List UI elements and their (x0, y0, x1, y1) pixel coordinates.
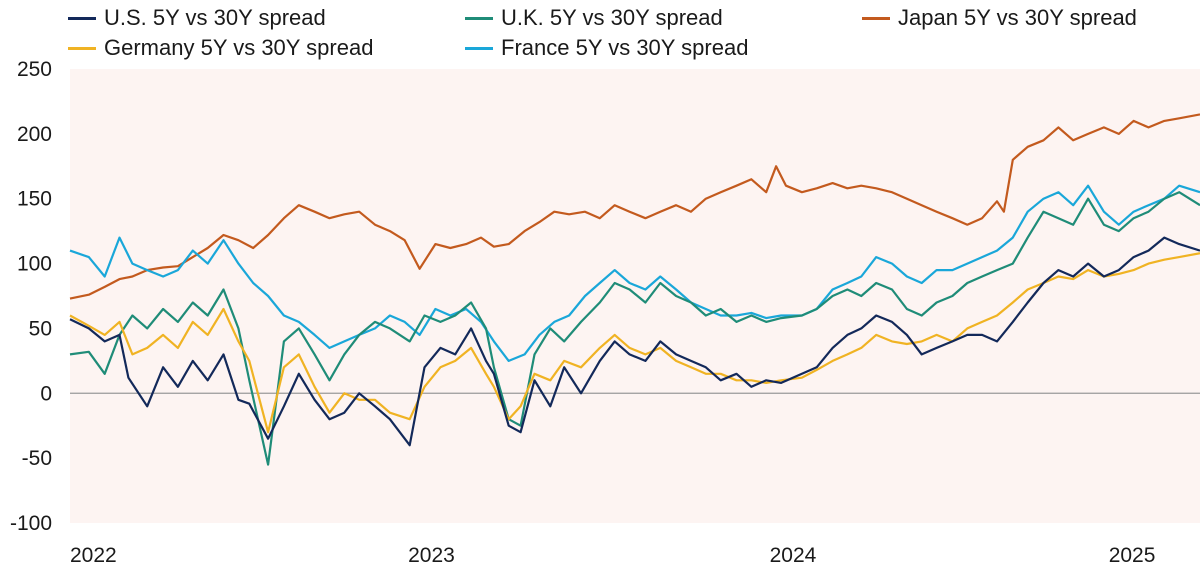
x-tick-label: 2025 (1109, 544, 1156, 567)
legend-swatch (68, 46, 96, 50)
y-tick-label: -100 (10, 512, 52, 535)
x-tick-label: 2022 (70, 544, 117, 567)
legend-item: U.S. 5Y vs 30Y spread (68, 5, 326, 31)
chart-legend: U.S. 5Y vs 30Y spread U.K. 5Y vs 30Y spre… (0, 0, 1200, 64)
legend-item: U.K. 5Y vs 30Y spread (465, 5, 723, 31)
x-tick-label: 2023 (408, 544, 455, 567)
legend-swatch (862, 16, 890, 20)
legend-item: Japan 5Y vs 30Y spread (862, 5, 1137, 31)
y-tick-label: 150 (17, 188, 52, 211)
legend-label: France 5Y vs 30Y spread (501, 35, 749, 60)
y-tick-label: 50 (29, 317, 52, 340)
plot-background (70, 69, 1200, 523)
legend-swatch (68, 16, 96, 20)
y-tick-label: 200 (17, 123, 52, 146)
y-tick-label: 250 (17, 58, 52, 81)
series-line-u-s-5y-vs-30y-spread (69, 236, 1200, 447)
y-tick-label: 0 (40, 382, 52, 405)
y-tick-label: -50 (22, 447, 52, 470)
series-line-france-5y-vs-30y-spread (69, 184, 1200, 362)
legend-label: Japan 5Y vs 30Y spread (898, 5, 1137, 30)
series-line-japan-5y-vs-30y-spread (69, 113, 1200, 300)
x-tick-label: 2024 (770, 544, 817, 567)
y-tick-label: 100 (17, 253, 52, 276)
series-line-germany-5y-vs-30y-spread (69, 252, 1200, 434)
legend-swatch (465, 46, 493, 50)
legend-label: U.S. 5Y vs 30Y spread (104, 5, 326, 30)
legend-item: France 5Y vs 30Y spread (465, 35, 748, 61)
legend-label: U.K. 5Y vs 30Y spread (501, 5, 723, 30)
series-line-u-k-5y-vs-30y-spread (69, 191, 1200, 466)
legend-item: Germany 5Y vs 30Y spread (68, 35, 373, 61)
legend-swatch (465, 16, 493, 20)
legend-label: Germany 5Y vs 30Y spread (104, 35, 374, 60)
